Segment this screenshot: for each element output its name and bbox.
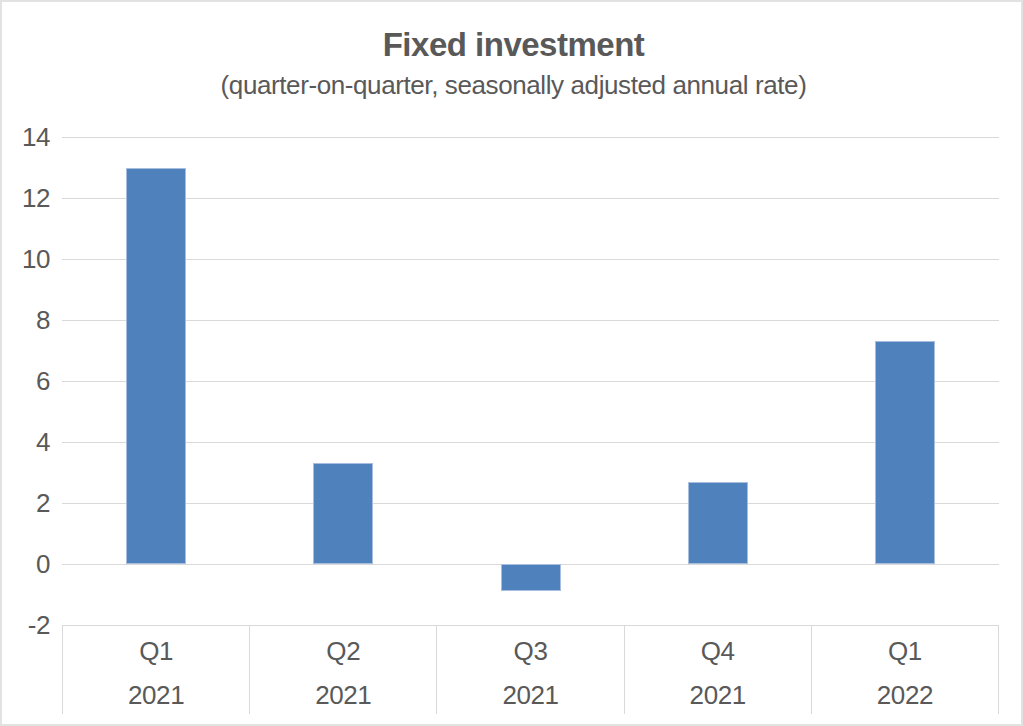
gridline-y-10 [62,259,999,260]
y-tick-label: 4 [2,427,50,458]
y-tick-label: 2 [2,488,50,519]
y-tick-label: -2 [2,610,50,641]
bar-Q1-2021 [126,168,186,565]
category-quarter-label: Q2 [250,636,436,667]
gridline-y-4 [62,442,999,443]
category-quarter-label: Q3 [437,636,623,667]
y-tick-label: 12 [2,183,50,214]
chart-title: Fixed investment [2,26,1023,64]
category-year-label: 2021 [625,680,811,711]
chart-frame: Fixed investment (quarter-on-quarter, se… [0,0,1023,726]
category-cell-Q1-2021: Q1 2021 [63,626,250,714]
x-axis-category-table: Q12021Q22021Q32021Q42021Q12022 [62,625,999,714]
y-tick-label: 14 [2,122,50,153]
category-quarter-label: Q1 [812,636,998,667]
gridline-y-6 [62,381,999,382]
gridline-y-12 [62,198,999,199]
chart-subtitle: (quarter-on-quarter, seasonally adjusted… [2,70,1023,101]
category-cell-Q4-2021: Q4 2021 [625,626,812,714]
gridline-y-2 [62,503,999,504]
category-cell-Q3-2021: Q3 2021 [437,626,624,714]
category-year-label: 2021 [250,680,436,711]
y-tick-label: 6 [2,366,50,397]
gridline-y-8 [62,320,999,321]
category-year-label: 2022 [812,680,998,711]
y-tick-label: 8 [2,305,50,336]
plot-area [62,137,999,625]
y-tick-label: 0 [2,549,50,580]
bar-Q4-2021 [688,482,748,564]
bar-Q2-2021 [313,463,373,564]
category-year-label: 2021 [63,680,249,711]
category-cell-Q1-2022: Q1 2022 [812,626,998,714]
y-tick-label: 10 [2,244,50,275]
bar-Q1-2022 [875,341,935,564]
bar-Q3-2021 [501,564,561,591]
category-quarter-label: Q4 [625,636,811,667]
gridline-y-14 [62,137,999,138]
category-year-label: 2021 [437,680,623,711]
category-quarter-label: Q1 [63,636,249,667]
category-cell-Q2-2021: Q2 2021 [250,626,437,714]
